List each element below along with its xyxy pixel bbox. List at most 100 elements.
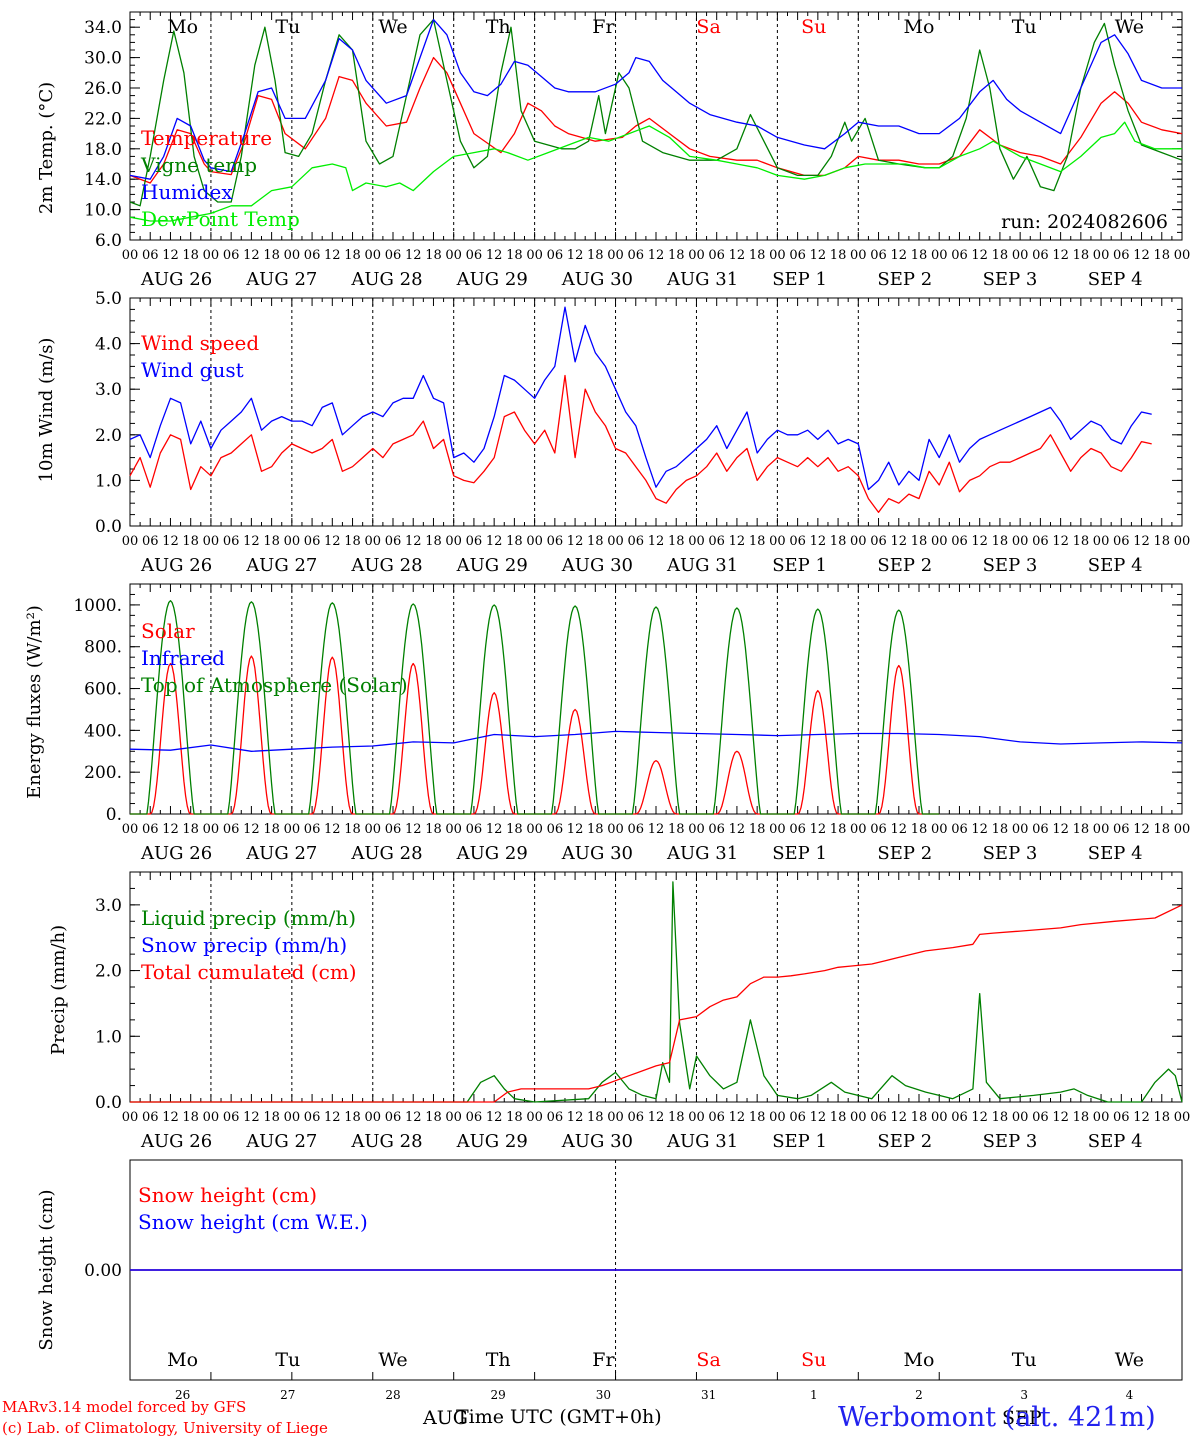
weekday-label: We	[378, 1349, 407, 1371]
hour-tick-label: 00	[122, 1110, 139, 1125]
hour-tick-label: 00	[364, 822, 381, 837]
hour-tick-label: 12	[405, 1110, 422, 1125]
hour-tick-label: 00	[607, 1110, 624, 1125]
y-tick-label: 3.0	[95, 380, 122, 400]
y-tick-label: 14.0	[84, 170, 122, 190]
day-label: SEP 1	[772, 269, 827, 290]
weekday-label: Fr	[592, 1349, 615, 1371]
hour-tick-label: 00	[1012, 822, 1029, 837]
day-label: AUG 26	[140, 269, 212, 290]
hour-tick-label: 06	[951, 534, 968, 549]
hour-tick-label: 12	[729, 534, 746, 549]
y-tick-label: 600.	[84, 680, 122, 700]
hour-tick-label: 18	[749, 534, 766, 549]
hour-tick-label: 12	[810, 534, 827, 549]
hour-tick-label: 00	[688, 822, 705, 837]
hour-tick-label: 00	[526, 1110, 543, 1125]
weekday-label: Tu	[275, 16, 300, 38]
hour-tick-label: 06	[142, 248, 159, 263]
hour-tick-label: 18	[911, 1110, 928, 1125]
hour-tick-label: 06	[223, 1110, 240, 1125]
hour-tick-label: 12	[648, 1110, 665, 1125]
y-tick-label: 34.0	[84, 18, 122, 38]
hour-tick-label: 06	[1113, 822, 1130, 837]
day-label: AUG 28	[350, 269, 422, 290]
legend-entry: Vigne temp	[140, 153, 257, 177]
legend-entry: Liquid precip (mm/h)	[141, 906, 356, 930]
weekday-label: Tu	[1012, 16, 1037, 38]
hour-tick-label: 18	[830, 1110, 847, 1125]
hour-tick-label: 06	[223, 822, 240, 837]
hour-tick-label: 00	[284, 248, 301, 263]
y-tick-label: 400.	[84, 721, 122, 741]
legend-entry: Total cumulated (cm)	[141, 960, 357, 984]
hour-tick-label: 06	[1032, 822, 1049, 837]
hour-tick-label: 18	[668, 248, 685, 263]
hour-tick-label: 12	[324, 534, 341, 549]
hour-tick-label: 12	[162, 248, 179, 263]
hour-tick-label: 12	[1052, 822, 1069, 837]
hour-tick-label: 12	[243, 1110, 260, 1125]
hour-tick-label: 06	[1113, 534, 1130, 549]
hour-tick-label: 00	[526, 822, 543, 837]
hour-tick-label: 06	[304, 1110, 321, 1125]
hour-tick-label: 00	[769, 534, 786, 549]
hour-tick-label: 00	[1174, 534, 1191, 549]
hour-tick-label: 12	[324, 1110, 341, 1125]
snow-day-number: 26	[175, 1388, 190, 1402]
y-tick-label: 26.0	[84, 79, 122, 99]
hour-tick-label: 18	[344, 822, 361, 837]
day-label: AUG 31	[666, 555, 738, 576]
hour-tick-label: 00	[688, 1110, 705, 1125]
day-label: SEP 1	[772, 555, 827, 576]
time-axis-label: Time UTC (GMT+0h)	[456, 1406, 662, 1428]
day-label: AUG 26	[140, 1131, 212, 1152]
hour-tick-label: 12	[890, 822, 907, 837]
day-label: AUG 30	[561, 843, 633, 864]
hour-tick-label: 06	[304, 822, 321, 837]
weekday-label: Mo	[167, 1349, 198, 1371]
hour-tick-label: 06	[708, 534, 725, 549]
hour-tick-label: 06	[951, 822, 968, 837]
hour-tick-label: 12	[1052, 534, 1069, 549]
hour-tick-label: 12	[648, 534, 665, 549]
hour-tick-label: 06	[870, 248, 887, 263]
day-label: AUG 30	[561, 269, 633, 290]
hour-tick-label: 18	[182, 248, 199, 263]
hour-tick-label: 06	[547, 248, 564, 263]
hour-tick-label: 06	[789, 822, 806, 837]
hour-tick-label: 18	[182, 1110, 199, 1125]
day-label: AUG 31	[666, 1131, 738, 1152]
hour-tick-label: 12	[162, 1110, 179, 1125]
panel-frame	[129, 11, 1183, 241]
y-tick-label: 2.0	[95, 426, 122, 446]
panel-2	[129, 297, 1183, 527]
hour-tick-label: 18	[992, 534, 1009, 549]
hour-tick-label: 12	[648, 822, 665, 837]
hour-tick-label: 00	[1093, 822, 1110, 837]
panel-frame	[129, 297, 1183, 527]
series-line	[130, 904, 1183, 1103]
y-tick-label: 0.0	[95, 1093, 122, 1113]
hour-tick-label: 00	[1093, 1110, 1110, 1125]
series-line	[129, 121, 1182, 222]
y-tick-label: 10.0	[84, 201, 122, 221]
hour-tick-label: 06	[385, 1110, 402, 1125]
hour-tick-label: 12	[729, 248, 746, 263]
hour-tick-label: 00	[1093, 534, 1110, 549]
hour-tick-label: 00	[688, 534, 705, 549]
hour-tick-label: 12	[1052, 248, 1069, 263]
hour-tick-label: 06	[142, 534, 159, 549]
hour-tick-label: 06	[466, 822, 483, 837]
y-tick-label: 22.0	[84, 109, 122, 129]
hour-tick-label: 18	[1073, 534, 1090, 549]
hour-tick-label: 18	[992, 822, 1009, 837]
y-tick-label: 0.00	[84, 1261, 122, 1281]
hour-tick-label: 00	[526, 248, 543, 263]
hour-tick-label: 00	[607, 822, 624, 837]
hour-tick-label: 18	[1153, 822, 1170, 837]
hour-tick-label: 00	[203, 534, 220, 549]
hour-tick-label: 00	[607, 248, 624, 263]
y-axis-label: Energy fluxes (W/m²)	[24, 605, 45, 799]
hour-tick-label: 06	[627, 534, 644, 549]
